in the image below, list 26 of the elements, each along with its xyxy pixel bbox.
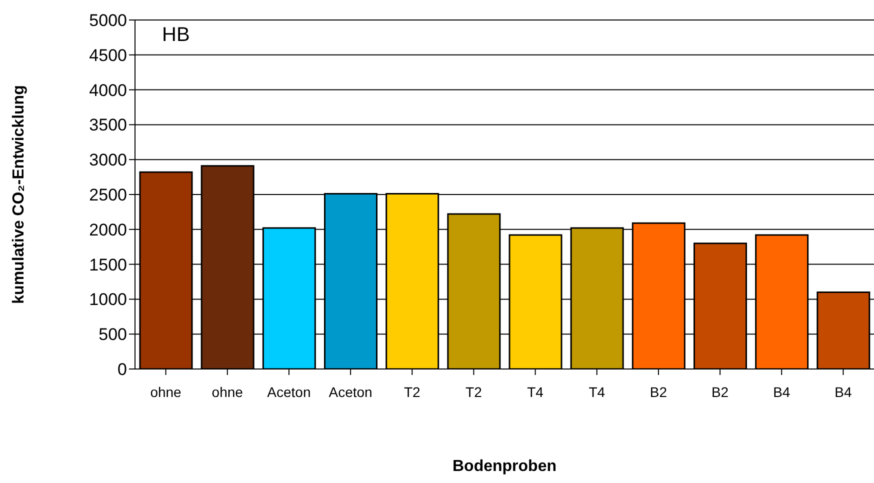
y-tick-label: 2500 — [89, 186, 127, 205]
y-tick-label: 1000 — [89, 290, 127, 310]
y-tick-label: 0 — [118, 360, 127, 380]
y-tick-label: 4500 — [89, 46, 127, 65]
y-tick-label: 4000 — [89, 80, 127, 100]
y-tick-label: 3000 — [89, 150, 127, 170]
x-tick-label: T2 — [404, 384, 421, 400]
x-tick-label: ohne — [212, 384, 244, 400]
x-tick-label: T4 — [588, 384, 606, 400]
y-axis-title: kumulative CO₂-Entwicklung — [10, 85, 28, 304]
y-tick-label: 500 — [98, 325, 127, 344]
x-tick-label: B4 — [773, 384, 790, 400]
x-tick-label: T2 — [466, 384, 482, 400]
y-tick-label: 2000 — [89, 220, 127, 240]
x-tick-label: T4 — [527, 384, 544, 400]
x-axis-title: Bodenproben — [452, 458, 556, 475]
x-tick-label: B2 — [650, 384, 668, 400]
y-tick-label: 1500 — [89, 255, 127, 274]
y-tick-label: 5000 — [89, 11, 127, 30]
x-tick-label: Aceton — [267, 384, 311, 400]
annotation: HB — [162, 24, 190, 47]
y-tick-label: 3500 — [89, 116, 127, 135]
x-tick-label: B4 — [834, 384, 852, 400]
x-tick-label: Aceton — [328, 384, 372, 400]
x-tick-label: B2 — [711, 384, 729, 400]
x-tick-label: ohne — [150, 384, 182, 400]
